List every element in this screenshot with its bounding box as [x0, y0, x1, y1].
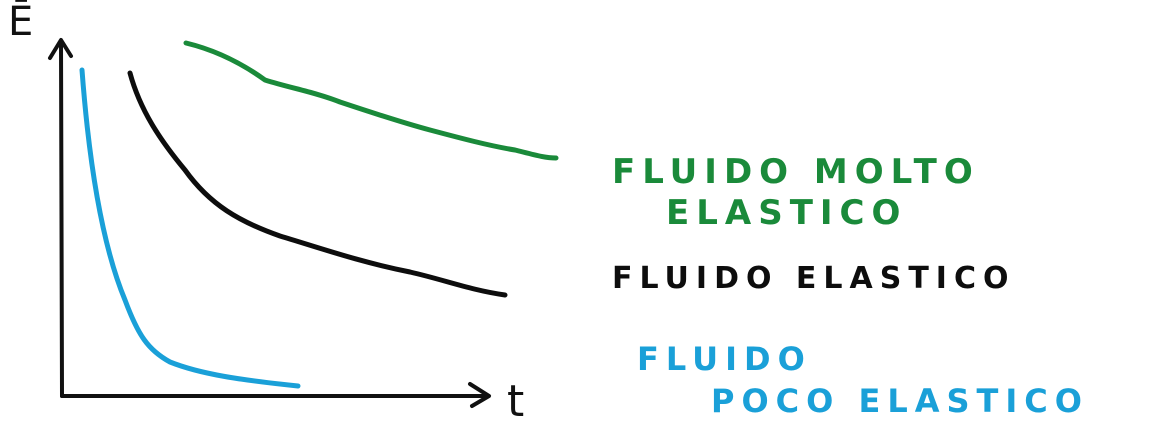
- label-fluido-molto-elastico-line2: ELASTICO: [666, 193, 908, 233]
- curve-fluido-elastico: [127, 70, 508, 298]
- x-axis-label: t: [507, 376, 525, 427]
- label-fluido-poco-elastico-line2: POCO ELASTICO: [711, 382, 1089, 420]
- y-axis-arrowhead: [48, 38, 73, 60]
- x-axis-arrowhead: [468, 382, 491, 408]
- axes: [48, 38, 491, 408]
- y-axis-label: Ē: [8, 0, 34, 45]
- label-fluido-elastico: FLUIDO ELASTICO: [612, 261, 1016, 296]
- curve-fluido-poco-elastico: [79, 67, 301, 389]
- label-fluido-poco-elastico-line1: FLUIDO: [637, 340, 812, 378]
- label-fluido-molto-elastico-line1: FLUIDO MOLTO: [612, 152, 980, 192]
- y-axis-line: [59, 40, 64, 398]
- curve-fluido-molto-elastico: [183, 40, 559, 161]
